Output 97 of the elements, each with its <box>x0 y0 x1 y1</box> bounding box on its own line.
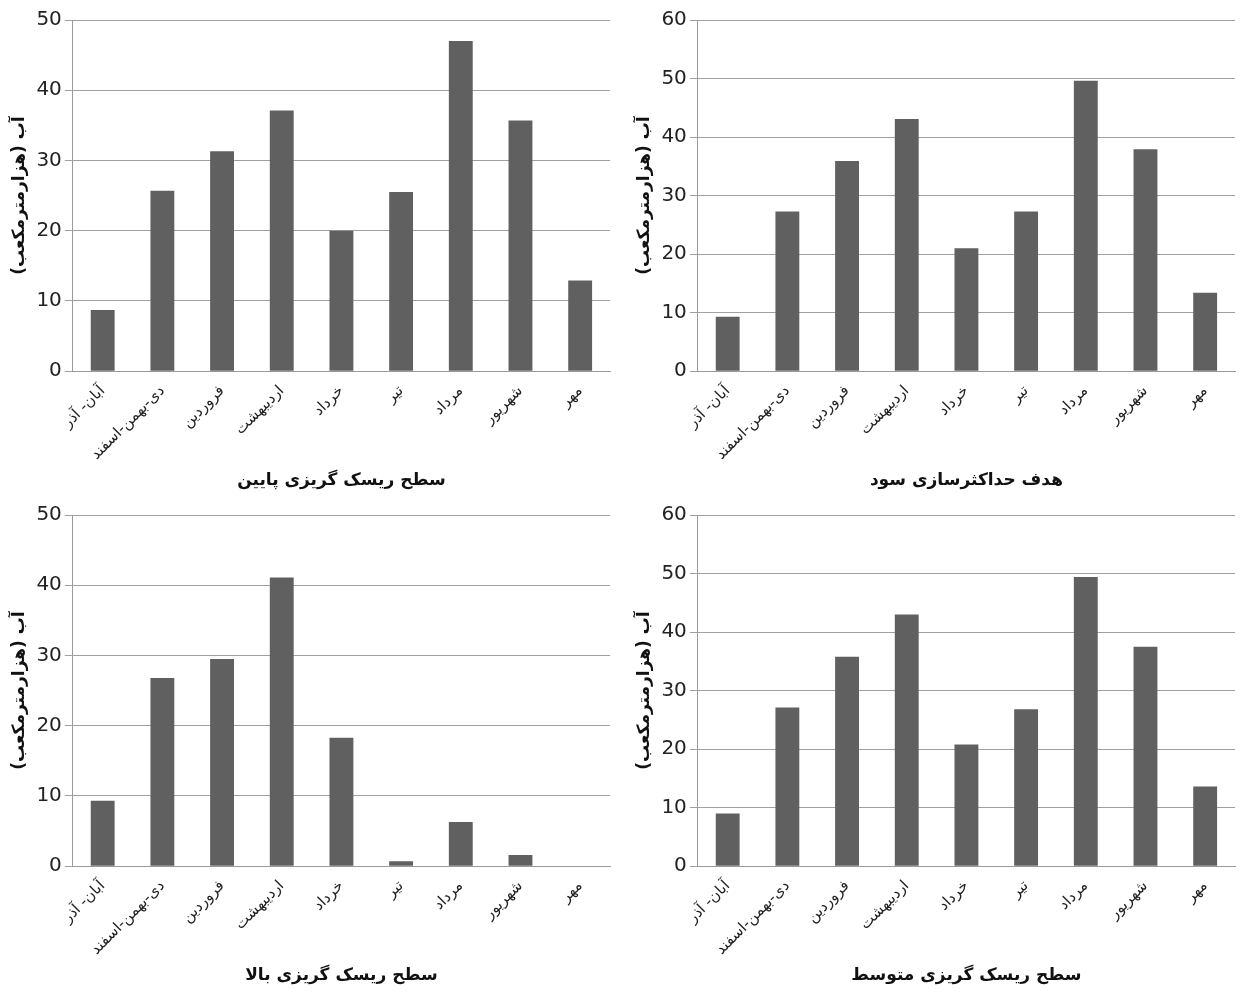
y-tick-label: 60 <box>661 501 687 526</box>
x-tick-label: فروردین <box>802 876 853 927</box>
y-tick-label: 0 <box>49 357 62 382</box>
y-tick-label: 10 <box>661 793 687 818</box>
y-tick-label: 0 <box>49 852 62 877</box>
bar <box>568 280 593 371</box>
bar <box>210 151 234 371</box>
x-tick-label: اردیبهشت <box>230 876 288 933</box>
y-tick-label: 10 <box>661 298 687 323</box>
x-tick-label: مهر <box>555 876 586 907</box>
y-tick-label: 10 <box>36 782 62 807</box>
x-tick-label: مهر <box>555 381 586 412</box>
bar <box>775 211 800 371</box>
x-tick-label: مرداد <box>429 381 467 419</box>
bar <box>1014 211 1039 371</box>
y-tick-label: 0 <box>674 852 687 877</box>
bar <box>329 737 354 866</box>
x-axis-title: هدف حداکثرسازی سود <box>869 469 1063 491</box>
bar <box>210 658 234 866</box>
bar <box>329 230 354 371</box>
x-tick-label: تیر <box>381 381 407 407</box>
x-tick-label: شهریور <box>1104 876 1152 924</box>
bar <box>150 190 175 371</box>
x-tick-label: شهریور <box>1104 381 1152 429</box>
x-tick-label: خرداد <box>309 876 347 914</box>
y-tick-label: 30 <box>36 641 62 666</box>
y-axis-title: آب (هزارمترمکعب) <box>631 610 654 770</box>
y-tick-label: 50 <box>661 559 687 584</box>
bar <box>835 161 859 371</box>
x-tick-label: تیر <box>381 876 407 902</box>
bar <box>389 192 414 371</box>
x-tick-label: مرداد <box>429 876 467 914</box>
x-axis-title: سطح ریسک گریزی پایین <box>237 469 446 491</box>
x-tick-label: فروردین <box>177 381 228 432</box>
bar <box>269 110 294 371</box>
y-tick-label: 50 <box>36 501 62 526</box>
x-tick-label: تیر <box>1006 876 1032 902</box>
y-tick-label: 40 <box>661 618 687 643</box>
bar <box>954 744 979 866</box>
x-tick-label: فروردین <box>802 381 853 432</box>
x-tick-label: مهر <box>1180 876 1211 907</box>
x-tick-label: خرداد <box>934 381 972 419</box>
bar <box>1193 786 1218 866</box>
bar <box>448 821 473 866</box>
x-tick-label: شهریور <box>479 381 527 429</box>
x-tick-label: تیر <box>1006 381 1032 407</box>
y-tick-label: 30 <box>661 181 687 206</box>
x-tick-label: خرداد <box>309 381 347 419</box>
y-tick-label: 30 <box>36 146 62 171</box>
bar <box>389 861 414 866</box>
bar <box>715 316 740 371</box>
x-tick-label: اردیبهشت <box>855 381 913 438</box>
x-tick-label: خرداد <box>934 876 972 914</box>
bar <box>1133 646 1158 866</box>
bar <box>1073 577 1098 866</box>
bar <box>90 310 115 371</box>
bar <box>90 800 115 866</box>
y-tick-label: 20 <box>661 735 687 760</box>
x-tick-label: مرداد <box>1054 381 1092 419</box>
y-tick-label: 50 <box>36 6 62 31</box>
x-tick-label: مرداد <box>1054 876 1092 914</box>
bar <box>1073 80 1098 371</box>
bar <box>835 656 859 866</box>
bar <box>508 120 533 371</box>
y-tick-label: 20 <box>661 240 687 265</box>
bar <box>150 677 175 866</box>
y-tick-label: 20 <box>36 216 62 241</box>
y-tick-label: 50 <box>661 64 687 89</box>
bar <box>894 614 919 866</box>
y-tick-label: 40 <box>36 76 62 101</box>
bar <box>1193 292 1218 371</box>
x-axis-title: سطح ریسک گریزی متوسط <box>851 964 1082 986</box>
y-tick-label: 40 <box>661 123 687 148</box>
bar <box>1014 709 1039 866</box>
y-axis-title: آب (هزارمترمکعب) <box>6 115 29 275</box>
bar <box>1133 149 1158 371</box>
y-axis-title: آب (هزارمترمکعب) <box>6 610 29 770</box>
bar <box>894 118 919 371</box>
bar <box>508 854 533 866</box>
bar <box>715 813 740 866</box>
bar <box>448 41 473 371</box>
y-tick-label: 30 <box>661 676 687 701</box>
bar <box>954 248 979 371</box>
bar <box>775 707 800 866</box>
x-tick-label: اردیبهشت <box>855 876 913 933</box>
y-tick-label: 40 <box>36 571 62 596</box>
y-tick-label: 0 <box>674 357 687 382</box>
y-tick-label: 20 <box>36 711 62 736</box>
x-tick-label: فروردین <box>177 876 228 927</box>
x-axis-title: سطح ریسک گریزی بالا <box>245 964 438 986</box>
y-tick-label: 60 <box>661 6 687 31</box>
y-axis-title: آب (هزارمترمکعب) <box>631 115 654 275</box>
x-tick-label: مهر <box>1180 381 1211 412</box>
x-tick-label: شهریور <box>479 876 527 924</box>
x-tick-label: اردیبهشت <box>230 381 288 438</box>
y-tick-label: 10 <box>36 287 62 312</box>
bar <box>269 577 294 866</box>
